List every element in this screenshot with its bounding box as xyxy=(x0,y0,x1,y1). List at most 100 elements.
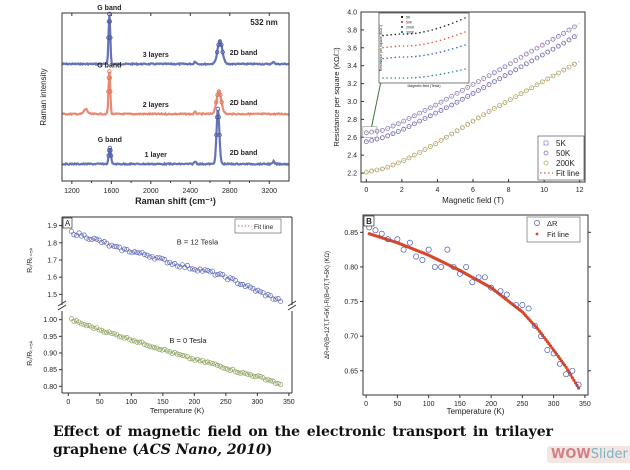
data-point xyxy=(363,130,369,136)
data-point xyxy=(401,158,407,163)
data-point xyxy=(518,54,524,60)
data-point xyxy=(192,357,198,363)
data-point xyxy=(550,350,557,357)
data-point xyxy=(470,118,476,124)
y-tick-label: 2.2 xyxy=(347,171,357,178)
data-point xyxy=(275,296,281,302)
data-point xyxy=(475,115,481,121)
data-point xyxy=(149,344,155,350)
data-point xyxy=(68,316,75,322)
data-point xyxy=(491,106,497,111)
data-point xyxy=(172,261,178,267)
inset-point xyxy=(402,77,405,79)
data-point xyxy=(217,363,223,369)
peak-point xyxy=(107,75,113,80)
inset-point xyxy=(431,74,434,77)
data-point xyxy=(84,323,90,329)
data-point xyxy=(147,343,153,349)
inset-point xyxy=(460,69,462,71)
wowslider-watermark[interactable]: WOWSlider xyxy=(547,446,630,463)
data-point xyxy=(502,64,508,70)
y-tick-label: 0.85 xyxy=(43,367,57,374)
data-point xyxy=(374,167,380,173)
legend-label: Fit line xyxy=(254,224,274,231)
data-point xyxy=(417,150,423,155)
data-point xyxy=(475,88,481,93)
data-point xyxy=(68,228,75,234)
x-tick-label: 12 xyxy=(576,187,584,194)
data-point xyxy=(385,126,391,131)
inset-point xyxy=(423,54,425,57)
data-point xyxy=(438,99,444,105)
x-tick-label: 250 xyxy=(517,401,529,408)
data-point xyxy=(406,124,412,129)
data-point xyxy=(242,370,248,377)
data-point xyxy=(459,96,465,102)
inset-point xyxy=(402,56,405,58)
data-point xyxy=(119,248,125,254)
peak-point xyxy=(107,19,113,24)
data-point xyxy=(529,58,535,64)
y-axis-label-upper: Rₜ/Rₜ₌₅ₖ xyxy=(27,247,34,273)
data-point xyxy=(486,82,492,87)
data-point xyxy=(411,121,417,127)
inset-point xyxy=(410,77,413,79)
x-tick-label: 6 xyxy=(471,187,475,194)
g-band-label: G band xyxy=(98,137,122,144)
data-point xyxy=(169,350,175,356)
inset-point xyxy=(460,45,462,48)
y-tick-label: 0.80 xyxy=(344,264,358,271)
data-point xyxy=(94,236,100,242)
inset-legend-marker xyxy=(401,31,403,33)
data-point xyxy=(454,128,460,134)
data-point xyxy=(73,318,80,324)
data-point xyxy=(561,67,567,73)
x-tick-label: 150 xyxy=(157,399,169,406)
data-point xyxy=(164,260,170,266)
data-point xyxy=(497,76,503,82)
data-point xyxy=(99,327,105,333)
inset-point xyxy=(406,56,409,58)
data-point xyxy=(199,268,206,274)
inset-point xyxy=(406,33,409,35)
data-point xyxy=(134,249,140,256)
data-point xyxy=(262,293,269,299)
data-point xyxy=(531,322,538,329)
series-1-layer: G band 2D band 1 layer xyxy=(61,106,290,167)
inset-point xyxy=(415,44,417,47)
data-point xyxy=(561,40,567,46)
x-tick-label: 100 xyxy=(125,399,137,406)
x-tick-label: 300 xyxy=(251,399,263,406)
data-point xyxy=(104,329,110,336)
x-tick-label: 50 xyxy=(96,399,104,406)
field-label: B = 0 Tesla xyxy=(169,336,207,345)
data-point xyxy=(177,351,183,358)
x-tick-label: 350 xyxy=(283,399,295,406)
data-point xyxy=(275,381,281,387)
data-point xyxy=(101,329,107,335)
data-point xyxy=(433,102,439,108)
y-tick-label: 0.70 xyxy=(344,334,358,341)
axis-break-mark xyxy=(287,304,297,311)
peak-point xyxy=(215,106,221,112)
inset-point xyxy=(431,53,434,55)
data-point xyxy=(555,33,561,39)
y-tick-label: 4.0 xyxy=(347,10,357,17)
inset-point xyxy=(406,45,409,47)
data-point xyxy=(571,61,577,67)
data-point xyxy=(174,263,180,269)
legend-marker-square xyxy=(543,140,549,146)
data-point xyxy=(194,268,201,274)
inset-point xyxy=(423,31,425,33)
fit-point xyxy=(570,376,574,380)
inset-point xyxy=(447,49,450,51)
data-point xyxy=(454,90,460,96)
data-point xyxy=(491,70,497,76)
inset-point xyxy=(382,57,384,60)
data-point xyxy=(273,296,279,302)
data-point xyxy=(189,266,195,272)
data-point xyxy=(174,351,180,357)
magnetoresistance-chart: 0 2 4 6 8 10 12 2.2 2.4 2.6 2.8 3.0 3.2 3.4 3.6 3.8 4.0 M… xyxy=(332,10,585,205)
data-point xyxy=(459,87,465,93)
